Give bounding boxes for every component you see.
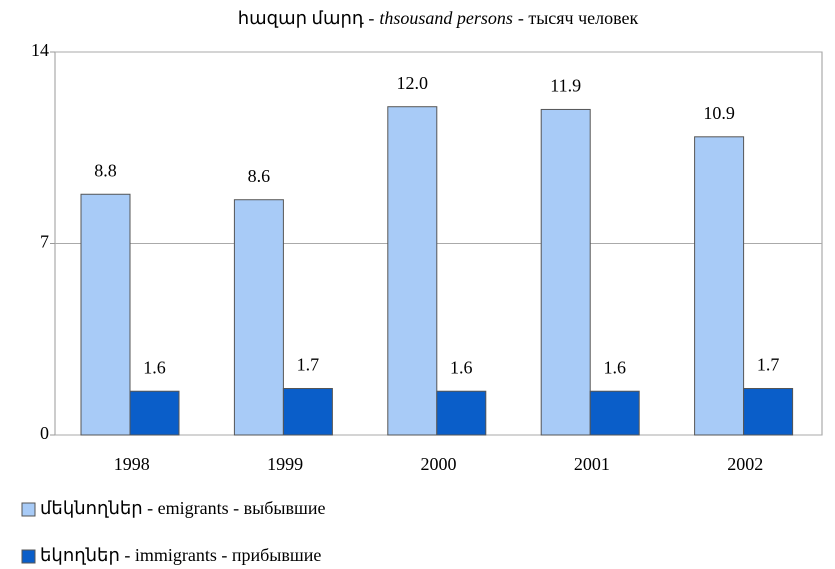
value-label: 10.9: [703, 103, 735, 123]
value-label: 1.6: [143, 357, 166, 377]
bar: [540, 108, 591, 436]
bar: [282, 387, 333, 436]
x-tick-label: 1999: [267, 454, 303, 474]
x-tick-label: 2001: [574, 454, 610, 474]
value-label: 8.6: [248, 166, 271, 186]
bar: [436, 390, 487, 436]
value-label: 12.0: [397, 73, 429, 93]
y-tick-label: 14: [31, 40, 49, 60]
bar: [233, 199, 284, 436]
bar: [589, 390, 640, 436]
legend-swatch: [21, 549, 36, 564]
title-part: - тысяч человек: [518, 8, 639, 28]
bar: [694, 136, 745, 436]
bar: [387, 106, 438, 436]
value-label: 1.6: [603, 357, 626, 377]
title-part: հազար մարդ -: [238, 8, 375, 28]
legend-label: եկողներ - immigrants - прибывшие: [40, 545, 321, 565]
y-tick-label: 7: [40, 232, 49, 252]
bar: [743, 387, 794, 436]
bar: [80, 193, 131, 436]
bar: [129, 390, 180, 436]
x-tick-label: 2002: [727, 454, 763, 474]
y-tick-label: 0: [40, 423, 49, 443]
value-label: 1.6: [450, 357, 473, 377]
legend-label: մեկնողներ - emigrants - выбывшие: [40, 498, 325, 518]
value-label: 1.7: [757, 355, 780, 375]
x-tick-label: 2000: [421, 454, 457, 474]
title-part: thsousand persons: [379, 8, 513, 28]
value-label: 11.9: [550, 76, 581, 96]
x-tick-label: 1998: [114, 454, 150, 474]
chart-title: հազար մարդ - thsousand persons - тысяч чел…: [238, 8, 639, 28]
value-label: 8.8: [94, 160, 117, 180]
value-label: 1.7: [297, 355, 320, 375]
legend-swatch: [21, 502, 36, 517]
